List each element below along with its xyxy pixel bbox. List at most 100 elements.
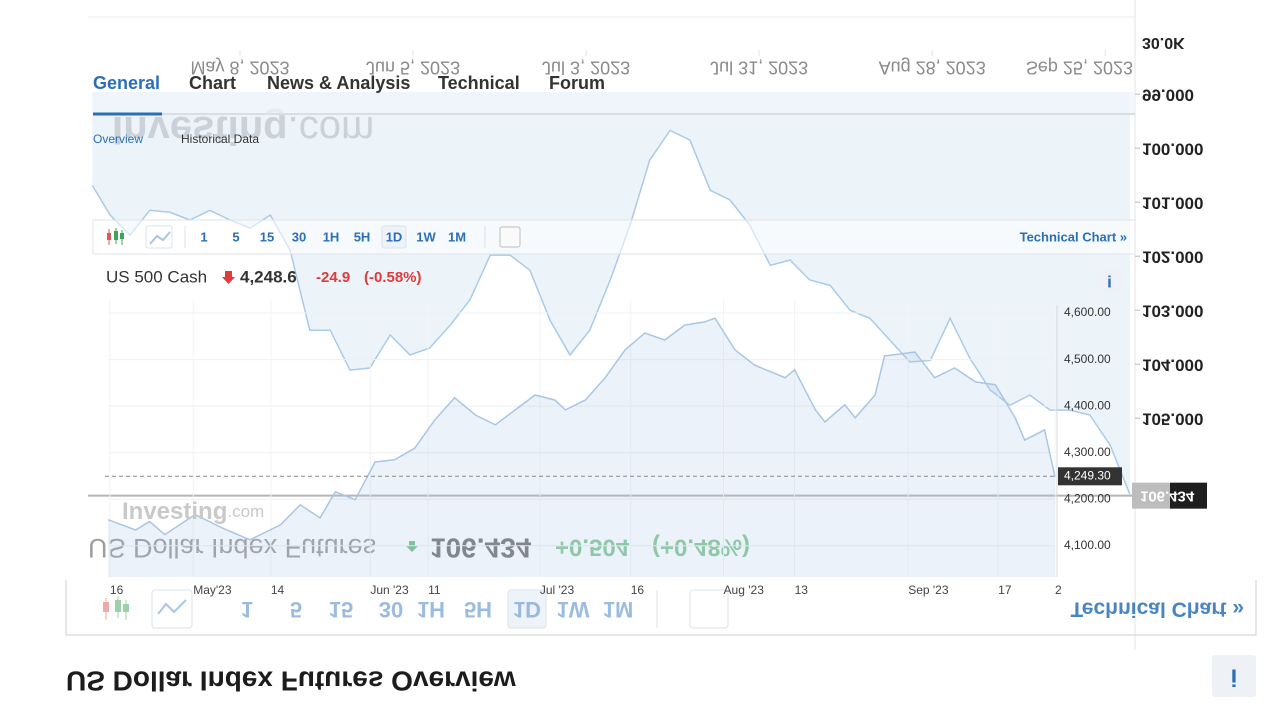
calendar-icon[interactable] xyxy=(499,226,521,248)
front-line-icon xyxy=(149,231,171,245)
x-tick-label: 14 xyxy=(271,583,285,597)
x-tick-label: 16 xyxy=(631,583,645,597)
back-y-tick-label: 102.000 xyxy=(1142,248,1203,267)
back-volume-label: 30.0K xyxy=(1142,34,1185,51)
back-x-tick-label: Sep 25, 2023 xyxy=(1026,57,1133,77)
back-y-tick-label: 99.000 xyxy=(1142,86,1194,105)
back-line-icon-box xyxy=(151,589,193,629)
info-box[interactable] xyxy=(1097,270,1122,294)
tab-strip-bg xyxy=(93,92,1135,114)
timeframe[interactable]: 5 xyxy=(232,229,239,244)
y-tick-label: 4,200.00 xyxy=(1064,491,1111,505)
back-timeframe[interactable]: 15 xyxy=(329,597,353,622)
x-tick-label: 16 xyxy=(110,583,124,597)
back-timeframe[interactable]: 1 xyxy=(241,597,253,622)
front-line-icon-box[interactable] xyxy=(145,225,173,249)
timeframe[interactable]: 1W xyxy=(416,229,436,244)
back-info-box xyxy=(1212,655,1256,697)
y-tick-label: 4,600.00 xyxy=(1064,305,1111,319)
tab[interactable]: News & Analysis xyxy=(267,73,410,93)
change: -24.9 xyxy=(316,269,350,286)
series-line xyxy=(107,317,1056,541)
x-tick-label: Jul '23 xyxy=(540,583,575,597)
back-instrument: US Dollar Index Futures xyxy=(88,533,376,563)
back-y-tick-label: 101.000 xyxy=(1142,194,1203,213)
back-series-area xyxy=(92,92,1130,495)
tab[interactable]: General xyxy=(93,73,160,93)
back-timeframe[interactable]: 1D xyxy=(513,597,541,622)
timeframe[interactable]: 1D xyxy=(386,229,403,244)
back-timeframe[interactable]: 5H xyxy=(464,597,492,622)
x-tick-label: May'23 xyxy=(193,583,232,597)
back-timeframe[interactable]: 30 xyxy=(379,597,403,622)
change-pct: (-0.58%) xyxy=(364,269,422,286)
timeframe[interactable]: 30 xyxy=(292,229,306,244)
subtab[interactable]: Historical Data xyxy=(181,132,259,146)
watermark-brand: Investing xyxy=(122,498,227,525)
active-timeframe-box xyxy=(381,225,407,249)
back-x-tick-label: Aug 28, 2023 xyxy=(879,57,986,77)
front-toolbar xyxy=(92,219,1136,255)
watermark: Investing.com xyxy=(122,498,264,525)
back-y-tick-label: 100.000 xyxy=(1142,140,1203,159)
timeframe[interactable]: 15 xyxy=(260,229,274,244)
tab[interactable]: Technical xyxy=(438,73,520,93)
back-change: +0.504 xyxy=(555,534,630,561)
back-up-arrow xyxy=(406,541,418,552)
back-active-timeframe-box xyxy=(507,589,547,629)
x-tick-label: 2 xyxy=(1055,583,1062,597)
back-price: 106.434 xyxy=(430,533,532,564)
back-x-tick-label: May 8, 2023 xyxy=(190,57,289,77)
x-tick-label: Sep '23 xyxy=(908,583,949,597)
y-tick-label: 4,500.00 xyxy=(1064,352,1111,366)
back-y-tick-label: 104.000 xyxy=(1142,356,1203,375)
back-line-icon xyxy=(157,599,187,615)
subtab[interactable]: Overview xyxy=(93,132,143,146)
back-timeframe[interactable]: 1H xyxy=(417,597,445,622)
back-technical-link[interactable]: Technical Chart » xyxy=(1071,597,1245,620)
back-x-tick-label: Jun 5, 2023 xyxy=(366,57,460,77)
back-series-line xyxy=(91,129,1131,495)
timeframe[interactable]: 1 xyxy=(200,229,207,244)
tab[interactable]: Forum xyxy=(549,73,605,93)
back-candle-icon xyxy=(103,596,129,620)
last-price-tag xyxy=(1058,467,1122,486)
timeframe[interactable]: 5H xyxy=(354,229,371,244)
back-watermark-suffix: .com xyxy=(288,108,375,152)
instrument: US 500 Cash xyxy=(106,267,207,286)
back-change-pct: (+0.48%) xyxy=(652,534,750,561)
info[interactable]: i xyxy=(1107,272,1112,291)
back-watermark: Investing.com xyxy=(112,108,374,152)
back-calendar-icon xyxy=(689,589,729,629)
back-price-tag-label: 106.434 xyxy=(1140,488,1195,505)
watermark-suffix: .com xyxy=(227,502,264,521)
y-tick-label: 4,100.00 xyxy=(1064,538,1111,552)
timeframe[interactable]: 1H xyxy=(323,229,340,244)
y-tick-label: 4,400.00 xyxy=(1064,398,1111,412)
back-x-tick-label: Jul 31, 2023 xyxy=(710,57,808,77)
back-timeframe[interactable]: 1W xyxy=(557,597,590,622)
front-candle-icon[interactable] xyxy=(107,228,124,245)
x-tick-label: 17 xyxy=(998,583,1012,597)
price: 4,248.6 xyxy=(240,267,297,286)
back-watermark-brand: Investing xyxy=(112,108,288,152)
back-timeframe[interactable]: 5 xyxy=(290,597,302,622)
back-timeframe[interactable]: 1M xyxy=(603,597,634,622)
back-y-tick-label: 105.000 xyxy=(1142,410,1203,429)
back-title: US Dollar Index Futures Overview xyxy=(66,666,516,697)
back-y-tick-label: 103.000 xyxy=(1142,302,1203,321)
back-toolbar-frame xyxy=(65,580,1257,636)
tab[interactable]: Chart xyxy=(189,73,236,93)
timeframe[interactable]: 1M xyxy=(448,229,466,244)
back-x-tick-label: Jul 3, 2023 xyxy=(542,57,630,77)
x-tick-label: Aug '23 xyxy=(724,583,765,597)
back-info[interactable]: i xyxy=(1231,664,1238,691)
back-price-tag xyxy=(1170,482,1207,509)
front-widget: General Chart News & Analysis Technical Foru… xyxy=(93,73,1127,597)
y-tick-label: 4,300.00 xyxy=(1064,445,1111,459)
x-tick-label: 11 xyxy=(428,583,441,597)
technical-link[interactable]: Technical Chart » xyxy=(1020,229,1127,244)
